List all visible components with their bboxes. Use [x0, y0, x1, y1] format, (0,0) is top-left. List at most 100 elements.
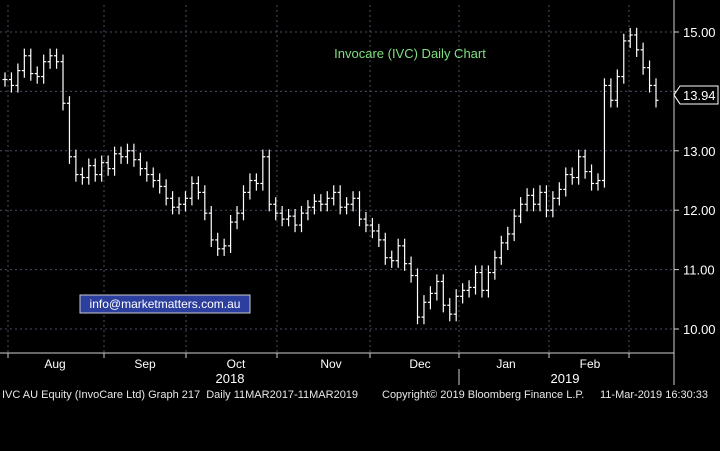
- price-bar: [99, 155, 105, 182]
- price-bar: [460, 283, 466, 304]
- month-label: Sep: [134, 357, 156, 371]
- price-bar: [408, 256, 414, 283]
- price-bar: [595, 173, 601, 191]
- price-bar: [344, 197, 350, 215]
- price-bar: [357, 191, 363, 227]
- price-bar: [228, 214, 234, 253]
- month-label: Oct: [227, 357, 246, 371]
- price-bar: [34, 66, 40, 84]
- price-bar: [2, 72, 8, 87]
- year-label: 2019: [551, 371, 580, 386]
- price-bar: [382, 232, 388, 265]
- price-bar: [453, 289, 459, 322]
- price-bar: [614, 69, 620, 108]
- price-bar: [279, 206, 285, 227]
- price-bar: [518, 197, 524, 224]
- watermark-box: [79, 294, 251, 314]
- footer-copyright: Copyright© 2019 Bloomberg Finance L.P.: [382, 389, 585, 401]
- price-bar: [576, 149, 582, 185]
- price-bar: [337, 185, 343, 215]
- price-bar: [92, 158, 98, 182]
- price-bar: [234, 206, 240, 230]
- price-bar: [543, 185, 549, 218]
- price-bar: [331, 185, 337, 206]
- y-tick-label: 13.00: [683, 144, 716, 159]
- price-bar: [189, 176, 195, 206]
- price-bar: [311, 194, 317, 215]
- price-bar: [131, 143, 137, 167]
- month-label: Dec: [409, 357, 430, 371]
- price-bar: [208, 206, 214, 248]
- price-bar: [376, 223, 382, 248]
- price-bar: [466, 280, 472, 298]
- price-bar: [66, 96, 72, 164]
- price-bar: [511, 209, 517, 242]
- price-bar: [137, 152, 143, 176]
- price-bar: [195, 176, 201, 200]
- price-bar: [21, 48, 27, 78]
- price-bar: [15, 63, 21, 93]
- price-bar: [589, 164, 595, 191]
- price-bar: [556, 182, 562, 206]
- chart-title: Invocare (IVC) Daily Chart: [334, 46, 486, 61]
- price-bar: [524, 188, 530, 212]
- month-label: Feb: [580, 357, 601, 371]
- price-bar: [505, 226, 511, 250]
- price-bar: [389, 250, 395, 268]
- y-tick-label: 10.00: [683, 322, 716, 337]
- price-bar: [221, 238, 227, 256]
- year-label: 2018: [216, 371, 245, 386]
- price-bar: [621, 33, 627, 84]
- price-bar: [54, 48, 60, 69]
- price-bar: [47, 48, 53, 69]
- footer-timestamp: 11-Mar-2019 16:30:33: [600, 389, 709, 401]
- last-price-label: 13.94: [683, 88, 716, 103]
- price-bar: [369, 217, 375, 239]
- price-bar: [163, 179, 169, 206]
- y-tick-label: 12.00: [683, 203, 716, 218]
- price-bar: [202, 185, 208, 221]
- price-bar: [86, 158, 92, 185]
- price-bar: [118, 146, 124, 164]
- price-bar: [247, 173, 253, 200]
- price-bar: [531, 188, 537, 212]
- price-bar: [324, 191, 330, 212]
- month-label: Nov: [320, 357, 341, 371]
- month-label: Aug: [44, 357, 65, 371]
- price-bar: [627, 27, 633, 49]
- price-bar: [215, 232, 221, 256]
- price-bar: [273, 197, 279, 221]
- y-tick-label: 15.00: [683, 25, 716, 40]
- price-bar: [176, 197, 182, 215]
- price-bar: [447, 298, 453, 322]
- price-bar: [79, 167, 85, 185]
- footer-ticker: IVC AU Equity (InvoCare Ltd) Graph 217 D…: [2, 389, 359, 401]
- price-bar: [563, 167, 569, 197]
- price-bar: [608, 78, 614, 108]
- price-bar: [402, 238, 408, 271]
- price-bar: [550, 191, 556, 218]
- price-bar: [434, 274, 440, 301]
- price-bar: [266, 149, 272, 212]
- last-price-badge: [673, 85, 719, 105]
- price-bar: [144, 161, 150, 182]
- price-bar: [601, 78, 607, 188]
- price-bar: [653, 78, 659, 108]
- footer: IVC AU Equity (InvoCare Ltd) Graph 217 D…: [0, 387, 720, 403]
- price-bar: [647, 60, 653, 93]
- price-bar: [150, 167, 156, 188]
- price-bar: [240, 185, 246, 221]
- price-bar: [640, 42, 646, 75]
- watermark-text: info@marketmatters.com.au: [90, 297, 241, 311]
- price-bar: [8, 72, 14, 93]
- price-bar: [112, 146, 118, 176]
- price-bar: [41, 54, 47, 84]
- price-bar: [124, 143, 130, 164]
- y-tick-label: 11.00: [683, 263, 715, 278]
- price-bar: [60, 54, 66, 111]
- price-bar: [292, 209, 298, 233]
- price-bar: [170, 191, 176, 215]
- price-bar: [537, 185, 543, 212]
- price-bar: [298, 206, 304, 233]
